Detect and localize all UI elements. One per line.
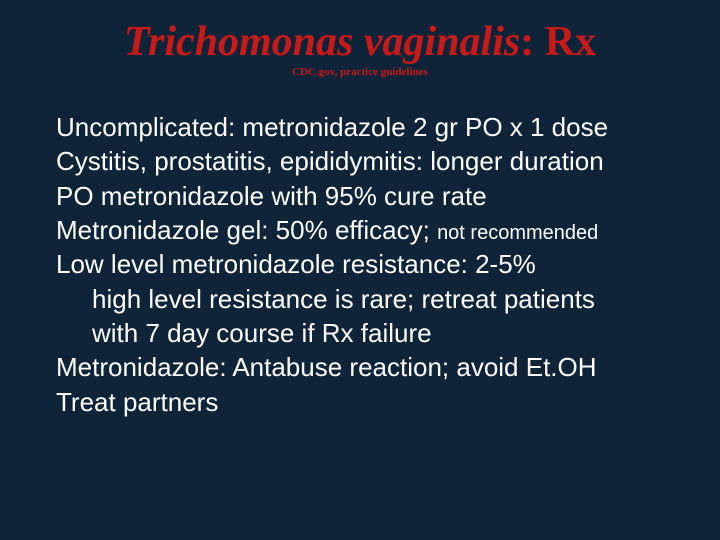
slide-subtitle: CDC.gov, practice guidelines <box>40 66 680 78</box>
slide: Trichomonas vaginalis: Rx CDC.gov, pract… <box>0 0 720 540</box>
body-line-indent: high level resistance is rare; retreat p… <box>56 282 680 316</box>
title-rest: : Rx <box>520 19 596 65</box>
title-italic: Trichomonas vaginalis <box>124 19 520 65</box>
slide-title: Trichomonas vaginalis: Rx <box>40 20 680 64</box>
body-line: Low level metronidazole resistance: 2-5% <box>56 247 680 281</box>
body-line: Metronidazole: Antabuse reaction; avoid … <box>56 350 680 384</box>
body-text: Metronidazole gel: 50% efficacy; <box>56 215 437 245</box>
slide-body: Uncomplicated: metronidazole 2 gr PO x 1… <box>40 110 680 419</box>
body-line-indent: with 7 day course if Rx failure <box>56 316 680 350</box>
body-line: Cystitis, prostatitis, epididymitis: lon… <box>56 144 680 178</box>
body-text-small: not recommended <box>437 222 598 244</box>
body-line: PO metronidazole with 95% cure rate <box>56 179 680 213</box>
body-line: Treat partners <box>56 385 680 419</box>
body-line: Uncomplicated: metronidazole 2 gr PO x 1… <box>56 110 680 144</box>
body-line: Metronidazole gel: 50% efficacy; not rec… <box>56 213 680 247</box>
